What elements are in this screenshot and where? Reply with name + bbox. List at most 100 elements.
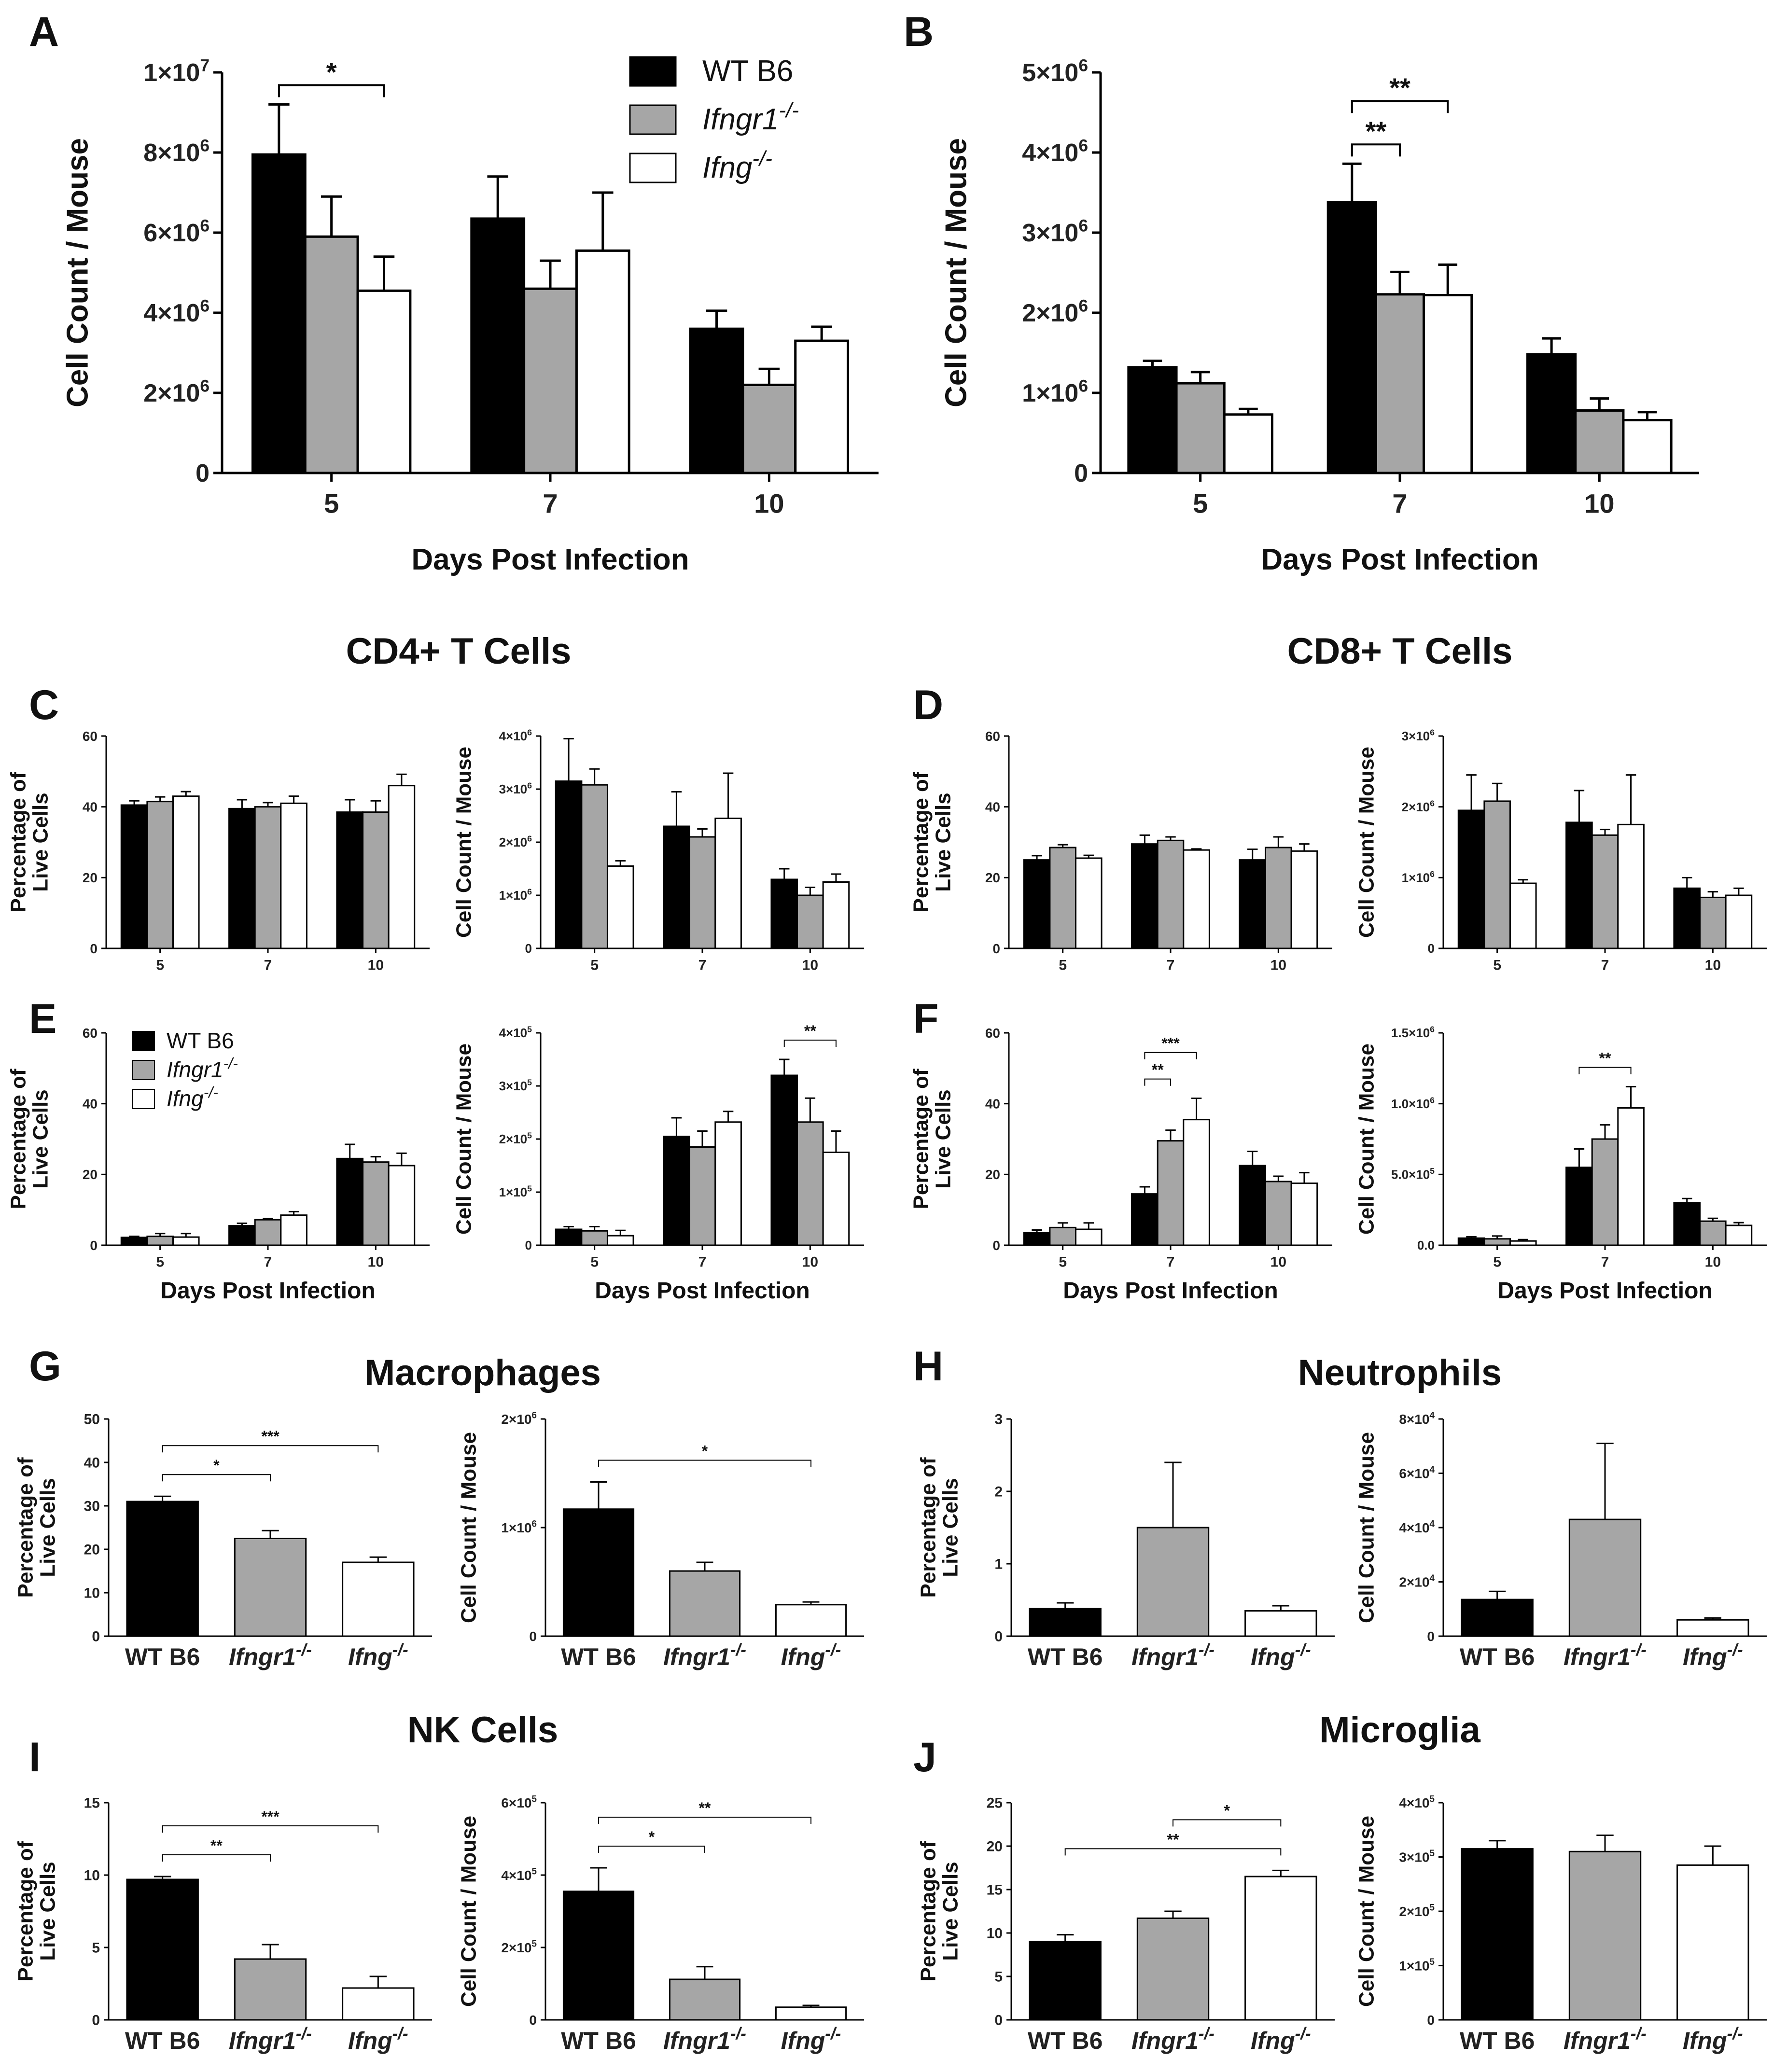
x-tick-label: 5 [156, 958, 164, 973]
bar [1265, 1181, 1292, 1246]
x-tick-label: Ifngr1-/- [1564, 2024, 1647, 2054]
y-tick-label: 2×106 [143, 376, 209, 407]
significance-label: * [702, 1443, 708, 1460]
y-axis-label: Cell Count / Mouse [1354, 747, 1378, 938]
bar [1131, 843, 1159, 949]
y-tick-label: 6×106 [143, 216, 209, 247]
x-tick-label: 5 [1059, 1254, 1067, 1270]
bar [126, 1501, 199, 1637]
y-tick-label: 20 [84, 1542, 100, 1558]
panel-letter-d: D [913, 682, 943, 728]
y-tick-label: 5×106 [1022, 56, 1088, 87]
y-tick-label: 0 [525, 1238, 532, 1252]
bar [1617, 823, 1645, 949]
y-axis-label: Cell Count / Mouse [940, 138, 973, 407]
bar [523, 287, 578, 474]
bar [1183, 849, 1210, 949]
y-axis-label-line: Cell Count / Mouse [452, 1043, 475, 1235]
bar [470, 217, 526, 474]
significance-bracket [1578, 1067, 1632, 1074]
chart-g-count: 0 1×106 2×106 Cell Count / Mouse WT B6 Ifngr1… [457, 1411, 864, 1670]
y-tick-label: 10 [84, 1585, 100, 1601]
x-tick-label: Ifng-/- [1251, 2024, 1311, 2054]
significance-label: ** [804, 1022, 816, 1040]
x-tick-label: WT B6 [561, 1643, 636, 1670]
significance-label: ** [1366, 116, 1387, 146]
panel-letter-e: E [29, 996, 56, 1042]
x-tick-label: 10 [802, 1254, 818, 1270]
bar [555, 1228, 583, 1246]
bar [822, 881, 850, 949]
bar [234, 1958, 307, 2021]
chart-b-count: 0 1×106 2×106 3×106 4×106 5×106 Cell Count / M… [940, 56, 1699, 576]
x-tick-label: Ifng-/- [781, 2024, 841, 2054]
legend-label-ifng: Ifng-/- [702, 147, 772, 184]
bar [251, 153, 307, 474]
x-tick-label: 7 [1601, 1254, 1609, 1270]
bar [1326, 201, 1377, 474]
bar [1183, 1119, 1210, 1246]
chart-i-count: 0 2×105 4×105 6×105 Cell Count / Mouse WT B6 I… [457, 1794, 864, 2054]
bar [1239, 859, 1267, 949]
y-tick-label: 40 [985, 799, 1000, 814]
x-tick-label: WT B6 [1460, 1643, 1535, 1670]
x-tick-label: Ifng-/- [1683, 1641, 1743, 1670]
significance-label: *** [1161, 1035, 1180, 1052]
x-tick-label: WT B6 [1460, 2027, 1535, 2054]
y-tick-label: 0 [1427, 1629, 1435, 1644]
bar [1423, 293, 1473, 474]
significance-label: * [1224, 1802, 1230, 1819]
y-tick-label: 20 [987, 1839, 1003, 1855]
y-tick-label: 5 [92, 1940, 100, 1956]
panel-letter-a: A [29, 9, 59, 55]
bar [1725, 894, 1753, 949]
chart-d-count: 0 1×106 2×106 3×106 Cell Count / Mouse 5 7 10 [1354, 728, 1767, 973]
bar [336, 1157, 364, 1246]
x-tick-label: 7 [264, 958, 272, 973]
x-tick-label: Ifng-/- [1683, 2024, 1743, 2054]
bar [388, 1165, 416, 1246]
bar [1290, 1182, 1318, 1246]
y-axis-label-line: Cell Count / Mouse [1354, 1043, 1378, 1235]
x-tick-label: 7 [698, 1254, 707, 1270]
significance-bracket [783, 1040, 837, 1047]
y-tick-label: 0 [529, 1629, 537, 1644]
bar [304, 235, 359, 474]
y-tick-label: 1×106 [499, 887, 532, 903]
bar [1591, 1138, 1619, 1246]
x-tick-label: 7 [264, 1254, 272, 1270]
bar [1023, 859, 1051, 949]
y-axis-label-line: Percentage of [916, 1841, 940, 1981]
bar [1574, 409, 1625, 474]
y-tick-label: 10 [84, 1868, 100, 1884]
bar [606, 1235, 634, 1246]
significance-label: ** [1167, 1831, 1179, 1848]
y-tick-label: 0 [994, 1629, 1003, 1645]
x-tick-label: 7 [1167, 958, 1175, 973]
y-tick-label: 20 [985, 870, 1000, 885]
bar [822, 1152, 850, 1246]
y-tick-label: 2 [994, 1484, 1003, 1500]
significance-bracket [598, 1817, 811, 1824]
bar [234, 1538, 307, 1637]
bar [1029, 1608, 1102, 1637]
y-axis-label: Cell Count / Mouse [457, 1816, 480, 2007]
y-tick-label: 2×106 [499, 834, 532, 849]
y-axis-label-line: Cell Count / Mouse [1354, 747, 1378, 938]
bar [1725, 1224, 1753, 1246]
x-tick-label: 5 [1493, 1254, 1501, 1270]
legend-e-label-ifng: Ifng-/- [167, 1084, 218, 1111]
bar [1699, 896, 1727, 949]
y-axis-label-line: Live Cells [29, 793, 53, 891]
bar [1591, 834, 1619, 949]
y-tick-label: 20 [83, 1167, 98, 1182]
bar [126, 1878, 199, 2021]
x-axis-label: Days Post Infection [1261, 543, 1538, 576]
x-tick-label: WT B6 [561, 2027, 636, 2054]
bar [342, 1561, 415, 1637]
